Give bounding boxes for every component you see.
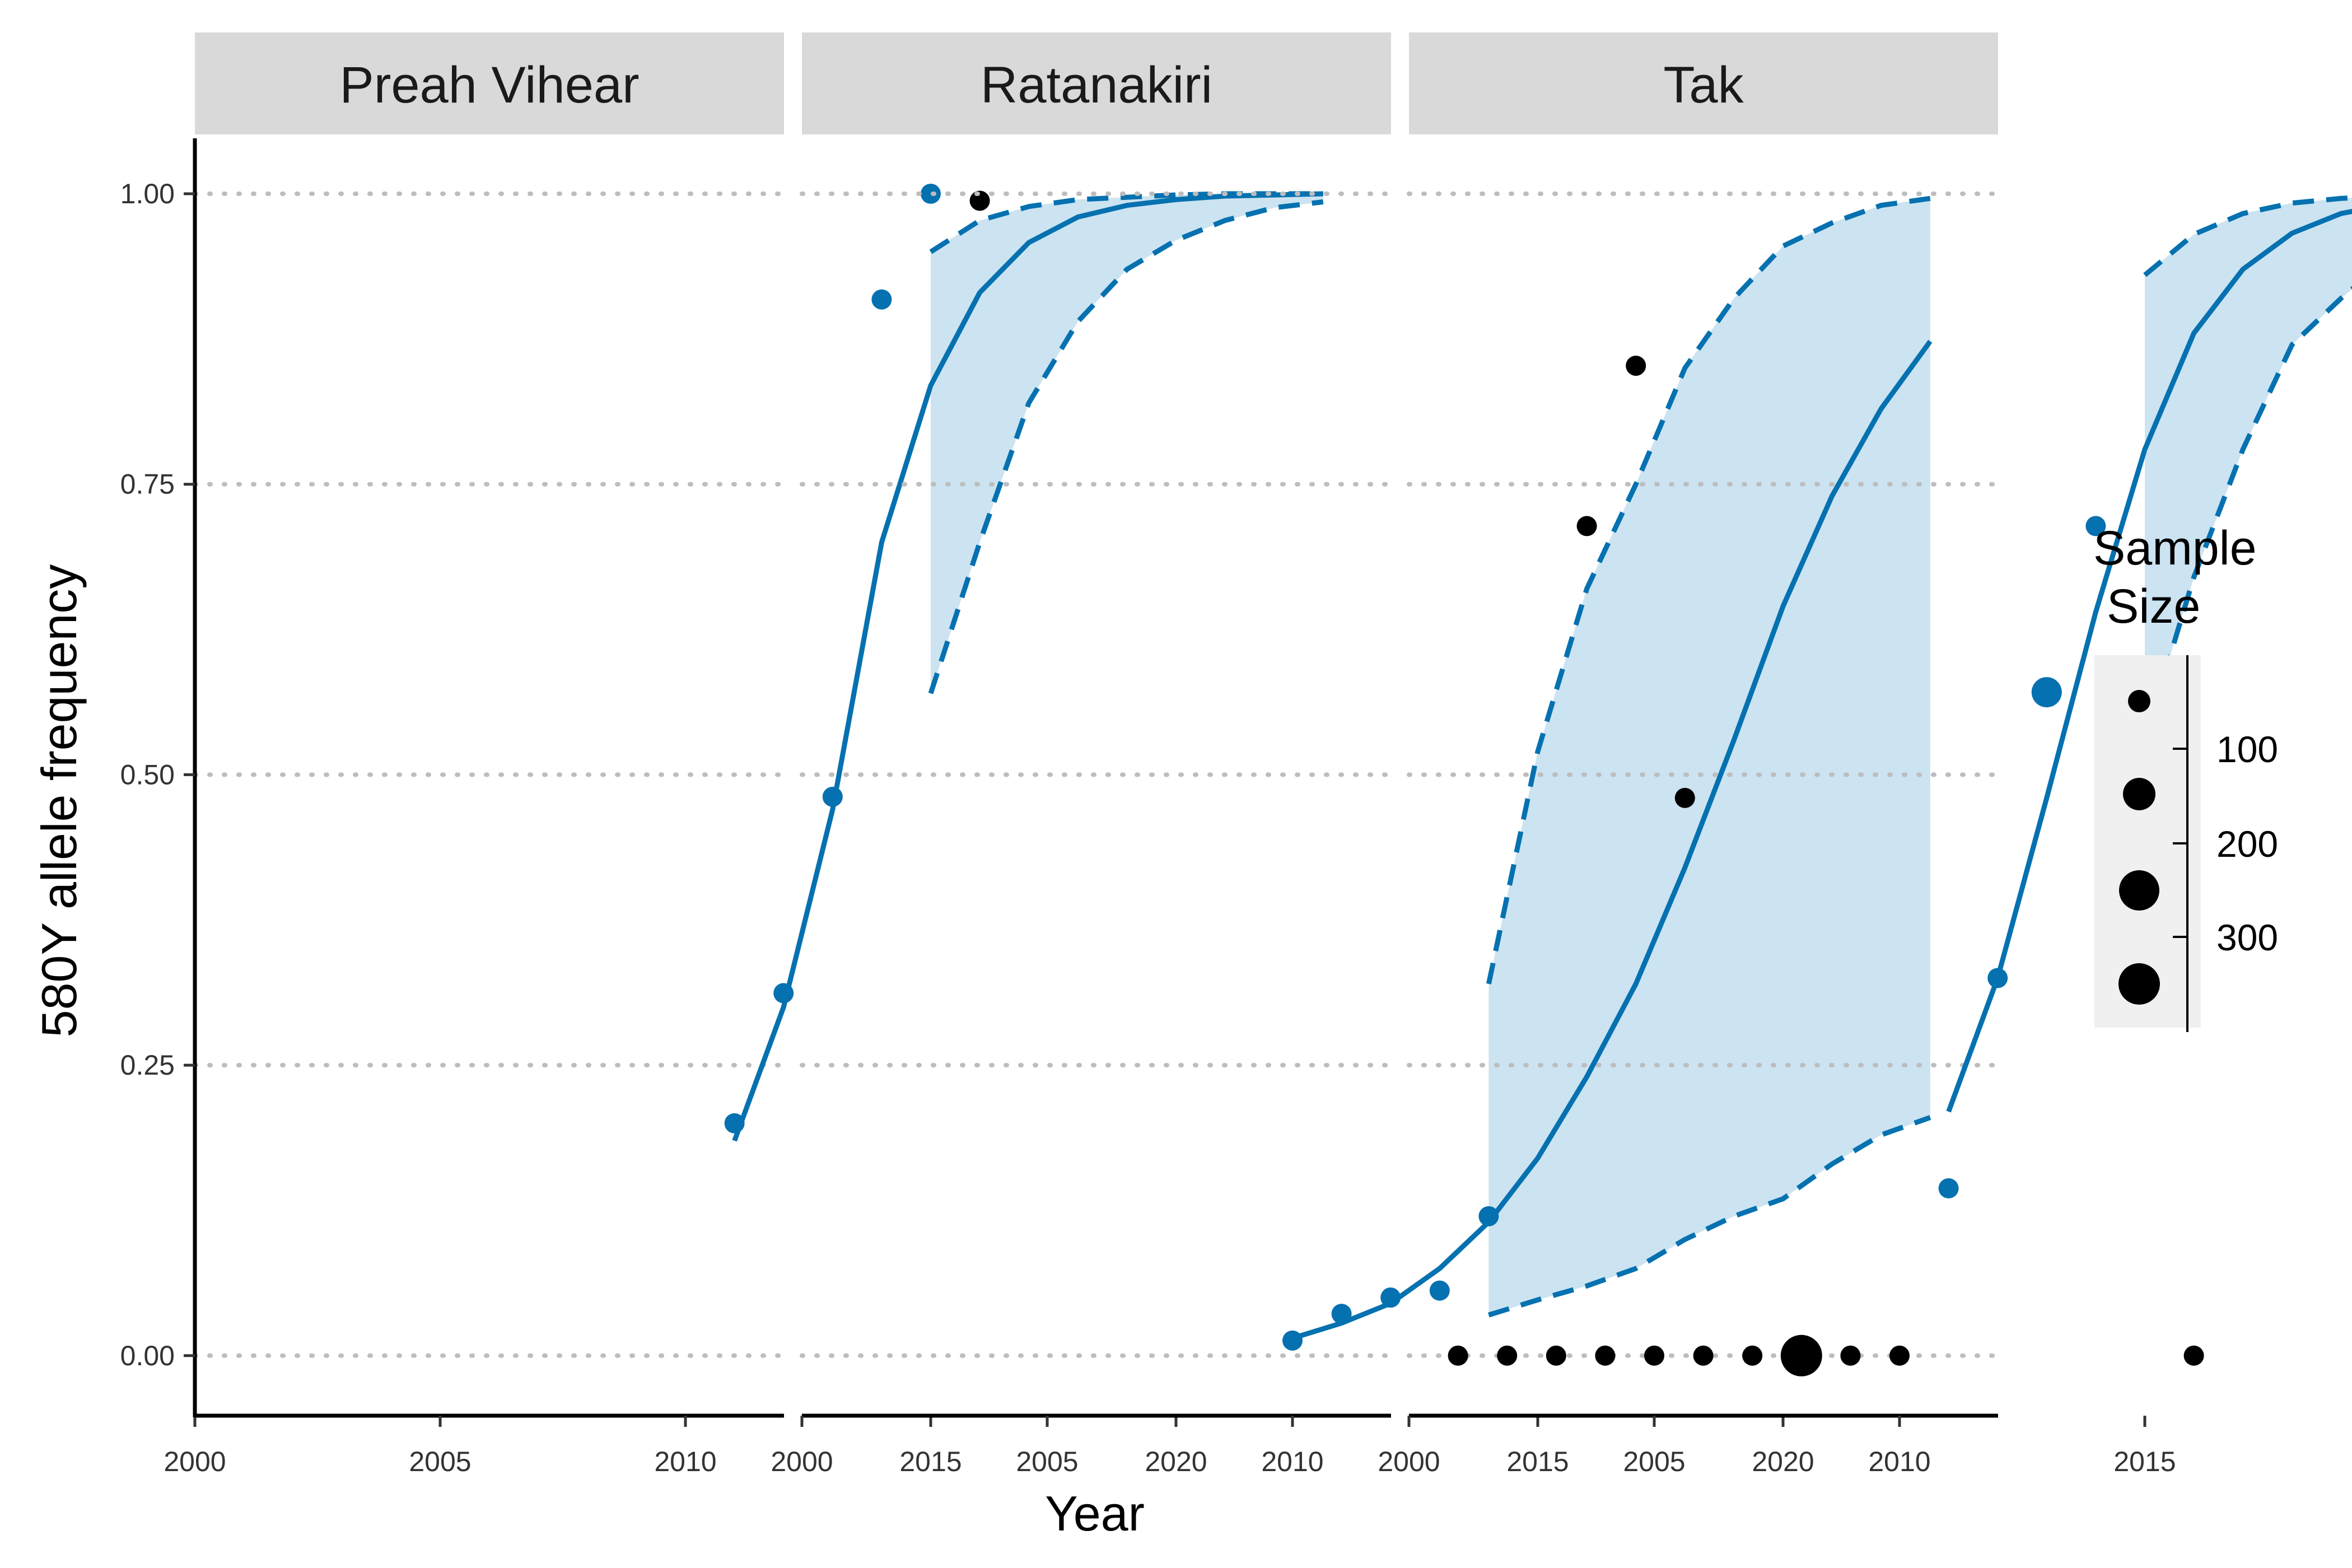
legend-key-dot-4 — [2118, 963, 2160, 1005]
legend-label-100: 100 — [2216, 729, 2278, 770]
data-point — [1840, 1345, 1861, 1366]
data-point — [1742, 1345, 1763, 1366]
data-point — [1576, 516, 1597, 536]
x-tick-label: 2020 — [1752, 1446, 1814, 1477]
data-point — [871, 289, 892, 310]
data-point — [1380, 1287, 1401, 1308]
x-axis-title: Year — [1045, 1486, 1145, 1541]
ribbon-upper-dashed-line — [1486, 195, 1931, 984]
fitted-line — [732, 191, 1323, 1142]
data-point — [969, 190, 990, 211]
panel-1: Preah Vihear 2000 2005 2010 2015 2020 — [164, 32, 1324, 1477]
data-point — [1626, 356, 1646, 376]
data-point — [1429, 1280, 1450, 1301]
data-point — [2085, 516, 2106, 536]
x-tick-label: 2005 — [1016, 1446, 1078, 1477]
strip-background — [802, 32, 1391, 134]
y-tick-label: 0.25 — [120, 1049, 175, 1081]
x-tick-label: 2010 — [1261, 1446, 1323, 1477]
x-tick-label: 2000 — [164, 1446, 226, 1477]
ribbon-lower-dashed-line — [1488, 1115, 1931, 1318]
legend-title-line-2: Size — [2107, 580, 2200, 633]
data-point — [1987, 968, 2008, 988]
x-tick-label: 2015 — [899, 1446, 962, 1477]
data-point — [1674, 787, 1695, 808]
data-point — [1546, 1345, 1566, 1366]
data-point — [1331, 1304, 1352, 1324]
x-tick-label: 2005 — [409, 1446, 471, 1477]
legend-label-300: 300 — [2216, 917, 2278, 958]
data-point — [1938, 1178, 1959, 1199]
data-point — [2031, 677, 2062, 708]
x-tick-label: 2000 — [1378, 1446, 1440, 1477]
x-tick-label: 2000 — [771, 1446, 833, 1477]
legend-label-200: 200 — [2216, 823, 2278, 865]
y-tick-label: 0.00 — [120, 1340, 175, 1371]
x-tick-label: 2010 — [654, 1446, 716, 1477]
strip-label: Tak — [1663, 57, 1744, 114]
data-point — [1595, 1345, 1616, 1366]
y-tick-label: 1.00 — [120, 178, 175, 209]
strip-background — [1409, 32, 1998, 134]
legend-title-line-1: Sample — [2093, 521, 2257, 575]
confidence-ribbon — [1488, 198, 1930, 1315]
strip-background — [195, 32, 784, 134]
confidence-ribbon — [931, 194, 1323, 694]
data-point — [822, 786, 843, 807]
ribbon-lower-dashed-line — [928, 199, 1324, 694]
x-tick-label: 2010 — [1868, 1446, 1930, 1477]
legend-key-dot-1 — [2128, 690, 2150, 712]
y-tick-label: 0.50 — [120, 759, 175, 790]
data-point — [1497, 1345, 1518, 1366]
x-tick-label: 2015 — [2113, 1446, 2176, 1477]
strip-label: Ratanakiri — [981, 57, 1212, 114]
data-point — [1282, 1330, 1303, 1351]
size-legend: Sample Size 100 200 300 — [2093, 521, 2278, 1032]
axes: Year 580Y allele frequency 0.00 0.25 0.50 0… — [31, 138, 1145, 1541]
x-tick-label: 2015 — [1506, 1446, 1569, 1477]
ribbon-upper-dashed-line — [2143, 195, 2352, 277]
data-point — [773, 983, 794, 1004]
data-point — [2183, 1345, 2204, 1366]
y-tick-label: 0.75 — [120, 469, 175, 500]
x-tick-label: 2020 — [1145, 1446, 1207, 1477]
data-point — [1448, 1345, 1468, 1366]
data-point — [724, 1113, 745, 1133]
panel-2: Ratanakiri 2000 2005 2010 2015 2020 — [771, 32, 1933, 1477]
data-point — [1644, 1345, 1664, 1366]
panel-3: Tak 2000 2005 2010 2015 2020 — [1378, 32, 2352, 1477]
y-axis-title: 580Y allele frequency — [31, 564, 87, 1038]
legend-key-dot-3 — [2119, 870, 2159, 911]
legend-key-dot-2 — [2123, 778, 2155, 810]
fitted-line — [1946, 209, 2352, 1113]
data-point — [1780, 1334, 1822, 1376]
x-tick-label: 2005 — [1623, 1446, 1685, 1477]
strip-label: Preah Vihear — [339, 57, 639, 114]
data-point — [1693, 1345, 1714, 1366]
ribbon-lower-dashed-line — [2142, 286, 2352, 741]
data-point — [1478, 1206, 1499, 1226]
data-point — [1889, 1345, 1910, 1366]
